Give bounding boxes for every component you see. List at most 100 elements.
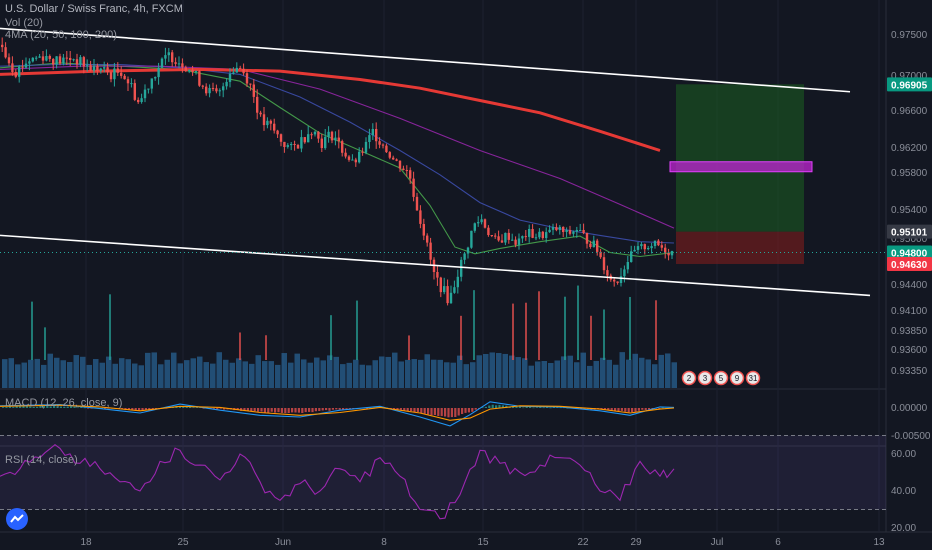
candle-body: [613, 279, 616, 282]
macd-histogram-bar: [399, 408, 402, 410]
candle-body: [69, 58, 72, 60]
candle-body: [538, 231, 541, 238]
candle-body: [269, 120, 272, 124]
candle-body: [599, 251, 602, 258]
price-label-text: 0.94800: [891, 249, 928, 260]
candle-body: [422, 224, 425, 236]
candle-body: [426, 235, 429, 243]
macd-histogram-bar: [484, 406, 487, 408]
candle-body: [575, 230, 578, 232]
macd-histogram-bar: [257, 408, 260, 412]
macd-label[interactable]: MACD (12, 26, close, 9): [5, 397, 123, 409]
candle-body: [171, 52, 174, 63]
trend-lines: [0, 27, 886, 297]
candle-body: [361, 151, 364, 153]
candle-body: [521, 236, 524, 239]
volume-bar: [73, 355, 79, 388]
macd-histogram-bar: [270, 408, 273, 412]
macd-histogram-bar: [301, 408, 304, 413]
rsi-axis-tick: 60.00: [891, 449, 916, 460]
macd-histogram-bar: [515, 406, 518, 408]
volume-indicator-label[interactable]: Vol (20): [5, 17, 43, 29]
macd-histogram-bar: [202, 408, 205, 409]
macd-histogram-bar: [192, 407, 195, 409]
candle-body: [585, 232, 589, 244]
candle-body: [375, 129, 378, 142]
volume-bar: [665, 353, 671, 388]
price-axis-tick: 0.93350: [891, 366, 928, 377]
volume-bar: [353, 359, 359, 388]
volume-bar: [372, 360, 378, 388]
candle-body: [296, 145, 300, 149]
price-axis-tick: 0.93850: [891, 326, 928, 337]
volume-bar: [80, 356, 86, 388]
volume-bar: [457, 355, 463, 388]
macd-histogram-bar: [260, 408, 263, 412]
candle-body: [548, 229, 551, 233]
volume-bar: [2, 359, 8, 388]
volume-bar: [106, 356, 112, 388]
candle-body: [524, 236, 527, 238]
candle-body: [334, 137, 337, 141]
price-label-text: 0.95101: [891, 228, 928, 239]
macd-histogram-bar: [471, 408, 474, 412]
candle-body: [86, 65, 89, 67]
macd-histogram-bar: [19, 406, 22, 408]
time-axis-tick: 25: [177, 537, 189, 548]
candle-body: [52, 59, 55, 65]
candle-body: [273, 123, 276, 131]
volume-bar: [418, 359, 424, 388]
price-label-tag: [887, 77, 932, 92]
price-axis-tick: 0.97500: [891, 30, 928, 41]
price-label-tag: [887, 224, 932, 239]
volume-spike: [44, 327, 46, 360]
candle-body: [531, 229, 534, 238]
candle-body: [157, 67, 160, 78]
candle-body: [647, 248, 650, 250]
candle-body: [283, 141, 286, 147]
candle-body: [235, 67, 238, 73]
macd-histogram-bar: [297, 408, 300, 413]
tradingview-logo-icon[interactable]: [6, 508, 28, 530]
candle-body: [242, 68, 245, 74]
volume-bar: [554, 360, 560, 388]
candle-body: [218, 90, 221, 92]
candle-body: [79, 57, 82, 65]
macd-histogram-bar: [406, 408, 409, 412]
candle-body: [528, 229, 531, 237]
macd-histogram-bar: [63, 406, 66, 408]
candle-body: [177, 63, 181, 65]
volume-bar: [99, 362, 105, 388]
volume-bar: [379, 356, 385, 388]
volume-bar: [281, 353, 287, 388]
candle-body: [293, 144, 296, 145]
volume-bar: [151, 352, 157, 388]
price-axis-tick: 0.96600: [891, 106, 928, 117]
ma-indicator-label[interactable]: 4MA (20, 50, 100, 200): [5, 29, 117, 41]
candle-body: [4, 47, 7, 58]
candle-body: [194, 71, 198, 73]
candle-body: [58, 56, 62, 64]
candle-body: [667, 252, 670, 256]
candle-body: [113, 68, 116, 80]
candle-body: [126, 79, 130, 84]
rsi-band-fill: [0, 435, 886, 510]
candle-body: [256, 96, 259, 113]
rsi-label[interactable]: RSI (14, close): [5, 454, 78, 466]
macd-histogram-bar: [250, 408, 253, 412]
signal-line: [0, 404, 675, 421]
candle-body: [439, 277, 442, 293]
candle-body: [239, 67, 242, 69]
volume-bar: [671, 362, 677, 388]
time-axis-tick: 8: [381, 537, 387, 548]
candle-body: [473, 223, 476, 231]
rsi-pane: [0, 435, 886, 520]
macd-histogram-bar: [454, 408, 457, 418]
candle-body: [307, 134, 310, 143]
volume-marker-circle: [729, 370, 745, 386]
take-profit-zone: [676, 84, 804, 232]
candle-body: [75, 59, 79, 65]
macd-histogram-bar: [263, 408, 266, 413]
macd-histogram-bar: [610, 408, 613, 411]
volume-bar: [600, 357, 606, 388]
